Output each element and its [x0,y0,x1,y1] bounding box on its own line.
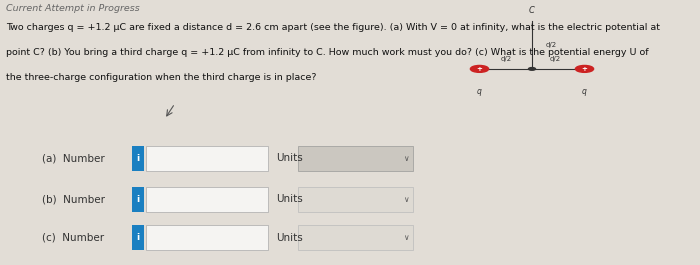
Text: i: i [136,233,139,242]
Text: ∨: ∨ [403,195,409,204]
Text: Units: Units [276,153,303,163]
Text: +: + [582,66,587,72]
Text: i: i [136,154,139,163]
Text: q: q [477,87,482,96]
FancyBboxPatch shape [298,187,413,212]
Text: d/2: d/2 [550,56,561,62]
FancyBboxPatch shape [146,225,268,250]
Text: (c)  Number: (c) Number [42,233,104,243]
Circle shape [528,68,536,70]
FancyBboxPatch shape [132,146,144,171]
Text: Two charges q = +1.2 μC are fixed a distance d = 2.6 cm apart (see the figure). : Two charges q = +1.2 μC are fixed a dist… [6,23,659,32]
FancyBboxPatch shape [146,187,268,212]
Text: point C? (b) You bring a third charge q = +1.2 μC from infinity to C. How much w: point C? (b) You bring a third charge q … [6,48,648,57]
FancyBboxPatch shape [298,146,413,171]
Text: +: + [477,66,482,72]
Text: the three-charge configuration when the third charge is in place?: the three-charge configuration when the … [6,73,316,82]
FancyBboxPatch shape [132,225,144,250]
FancyBboxPatch shape [146,146,268,171]
Text: (a)  Number: (a) Number [42,153,105,163]
Circle shape [470,65,489,72]
Text: d/2: d/2 [546,42,557,48]
Text: i: i [136,195,139,204]
FancyBboxPatch shape [132,187,144,212]
Text: ∨: ∨ [403,233,409,242]
Text: (b)  Number: (b) Number [42,195,105,204]
FancyBboxPatch shape [298,225,413,250]
Text: Units: Units [276,233,303,243]
Text: Current Attempt in Progress: Current Attempt in Progress [6,4,139,13]
Text: Units: Units [276,195,303,204]
Circle shape [575,65,594,72]
Text: C: C [529,6,535,15]
Text: q: q [582,87,587,96]
Text: d/2: d/2 [500,56,511,62]
Text: ∨: ∨ [403,154,409,163]
